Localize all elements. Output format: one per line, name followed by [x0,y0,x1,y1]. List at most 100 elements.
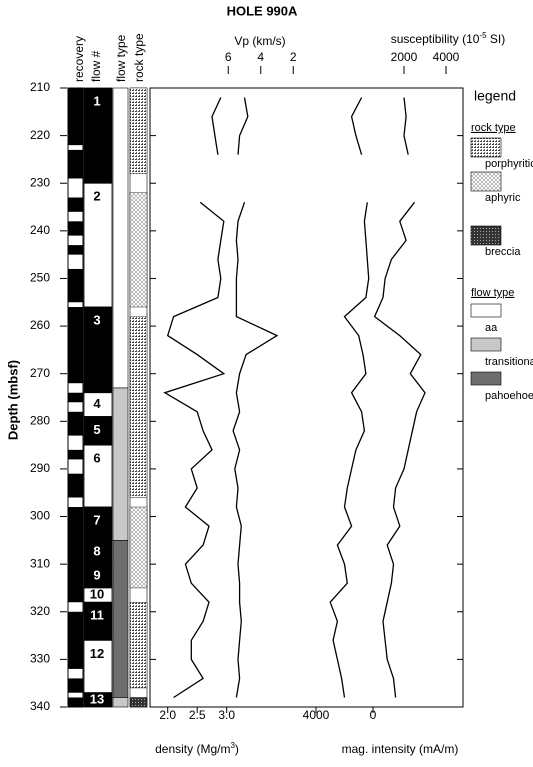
depth-tick-label: 260 [30,318,50,332]
column-header: flow type [114,34,128,82]
depth-tick-label: 240 [30,223,50,237]
depth-axis-label: Depth (mbsf) [5,360,20,440]
flow-unit [83,601,113,641]
flow-unit [83,639,113,694]
flow-label: 10 [90,587,104,602]
recovery-interval [68,245,83,255]
flow-type-interval [112,540,129,698]
depth-tick-label: 290 [30,461,50,475]
recovery-interval [68,507,83,603]
flow-type-interval [112,697,129,708]
flow-label: 11 [90,608,104,623]
recovery-interval [68,611,83,669]
log-curve [373,97,426,698]
depth-tick-label: 330 [30,652,50,666]
column-header: rock type [132,33,146,82]
recovery-interval [68,411,83,436]
legend-swatch [470,371,502,386]
rock-type-interval [129,697,148,708]
legend-swatch [470,225,502,246]
flow-unit [83,306,113,394]
recovery-interval [68,149,83,179]
track-tick-label: 4000 [433,50,460,64]
legend-label: pahoehoe [485,390,533,402]
flow-label: 5 [93,422,100,437]
legend-label: porphyritic [485,158,533,170]
depth-tick-label: 250 [30,271,50,285]
track-title-part: mag. intensity (mA/m) [342,742,459,756]
track-title: susceptibility (10-5 SI) [391,31,506,47]
depth-tick-label: 300 [30,509,50,523]
track-tick-label: 2000 [391,50,418,64]
track-tick-label: 4000 [303,708,330,722]
recovery-interval [68,392,83,403]
column-header: recovery [72,36,86,82]
track-title-part: density (Mg/m [155,742,230,756]
depth-tick-label: 280 [30,413,50,427]
depth-tick-label: 230 [30,175,50,189]
rock-type-interval [129,192,148,308]
flow-label: 13 [90,691,104,706]
recovery-interval [68,88,83,146]
depth-tick-label: 320 [30,604,50,618]
legend-swatch [470,171,502,192]
track-title: Vp (km/s) [234,34,285,48]
flow-unit [83,506,113,541]
recovery-interval [68,473,83,498]
flow-label: 4 [93,396,101,411]
track-tick-label: 2 [290,50,297,64]
rock-type-interval [129,316,148,498]
track-tick-label: 4 [257,50,264,64]
legend-swatch [470,337,502,352]
rock-type-interval [129,506,148,589]
track-title: mag. intensity (mA/m) [342,742,459,756]
recovery-interval [68,307,83,384]
legend-label: transitional [485,356,533,368]
flow-unit [83,444,113,508]
legend-title: legend [474,88,516,104]
rock-type-interval [129,602,148,689]
rock-type-interval [129,87,148,174]
track-title-part: ) [235,742,239,756]
track-tick-label: 6 [225,50,232,64]
column-header: flow # [89,50,103,82]
track-title-part: -5 [479,31,487,40]
depth-tick-label: 220 [30,128,50,142]
recovery-interval [68,221,83,236]
flow-label: 7 [93,512,100,527]
track-tick-label: 2.5 [189,708,206,722]
log-curve [163,97,226,699]
legend-swatch [470,137,502,158]
flow-label: 8 [93,544,100,559]
recovery-interval [68,449,83,460]
depth-tick-label: 270 [30,366,50,380]
flow-unit [83,87,113,184]
legend-label: aphyric [485,192,521,204]
title: HOLE 990A [227,3,298,18]
recovery-interval [68,268,83,303]
legend-header: flow type [471,287,514,299]
flow-type-interval [112,87,129,389]
flow-unit [83,692,113,708]
flow-label: 9 [93,567,100,582]
log-curve [232,97,279,698]
legend-label: breccia [485,246,521,258]
recovery-interval [68,697,83,707]
track-title-part: susceptibility (10 [391,32,480,46]
flow-unit [83,416,113,446]
flow-label: 1 [93,93,100,108]
flow-label: 12 [90,646,104,661]
track-title-part: 3 [230,741,235,750]
plot-frame [149,87,464,708]
track-title: density (Mg/m3) [155,741,239,757]
flow-label: 3 [93,312,100,327]
legend-label: aa [485,322,498,334]
flow-unit [83,182,113,308]
flow-type-interval [112,387,129,541]
track-tick-label: 0 [370,708,377,722]
depth-tick-label: 310 [30,556,50,570]
legend-swatch [470,303,502,318]
flow-label: 6 [93,451,100,466]
track-title-part: Vp (km/s) [234,34,285,48]
